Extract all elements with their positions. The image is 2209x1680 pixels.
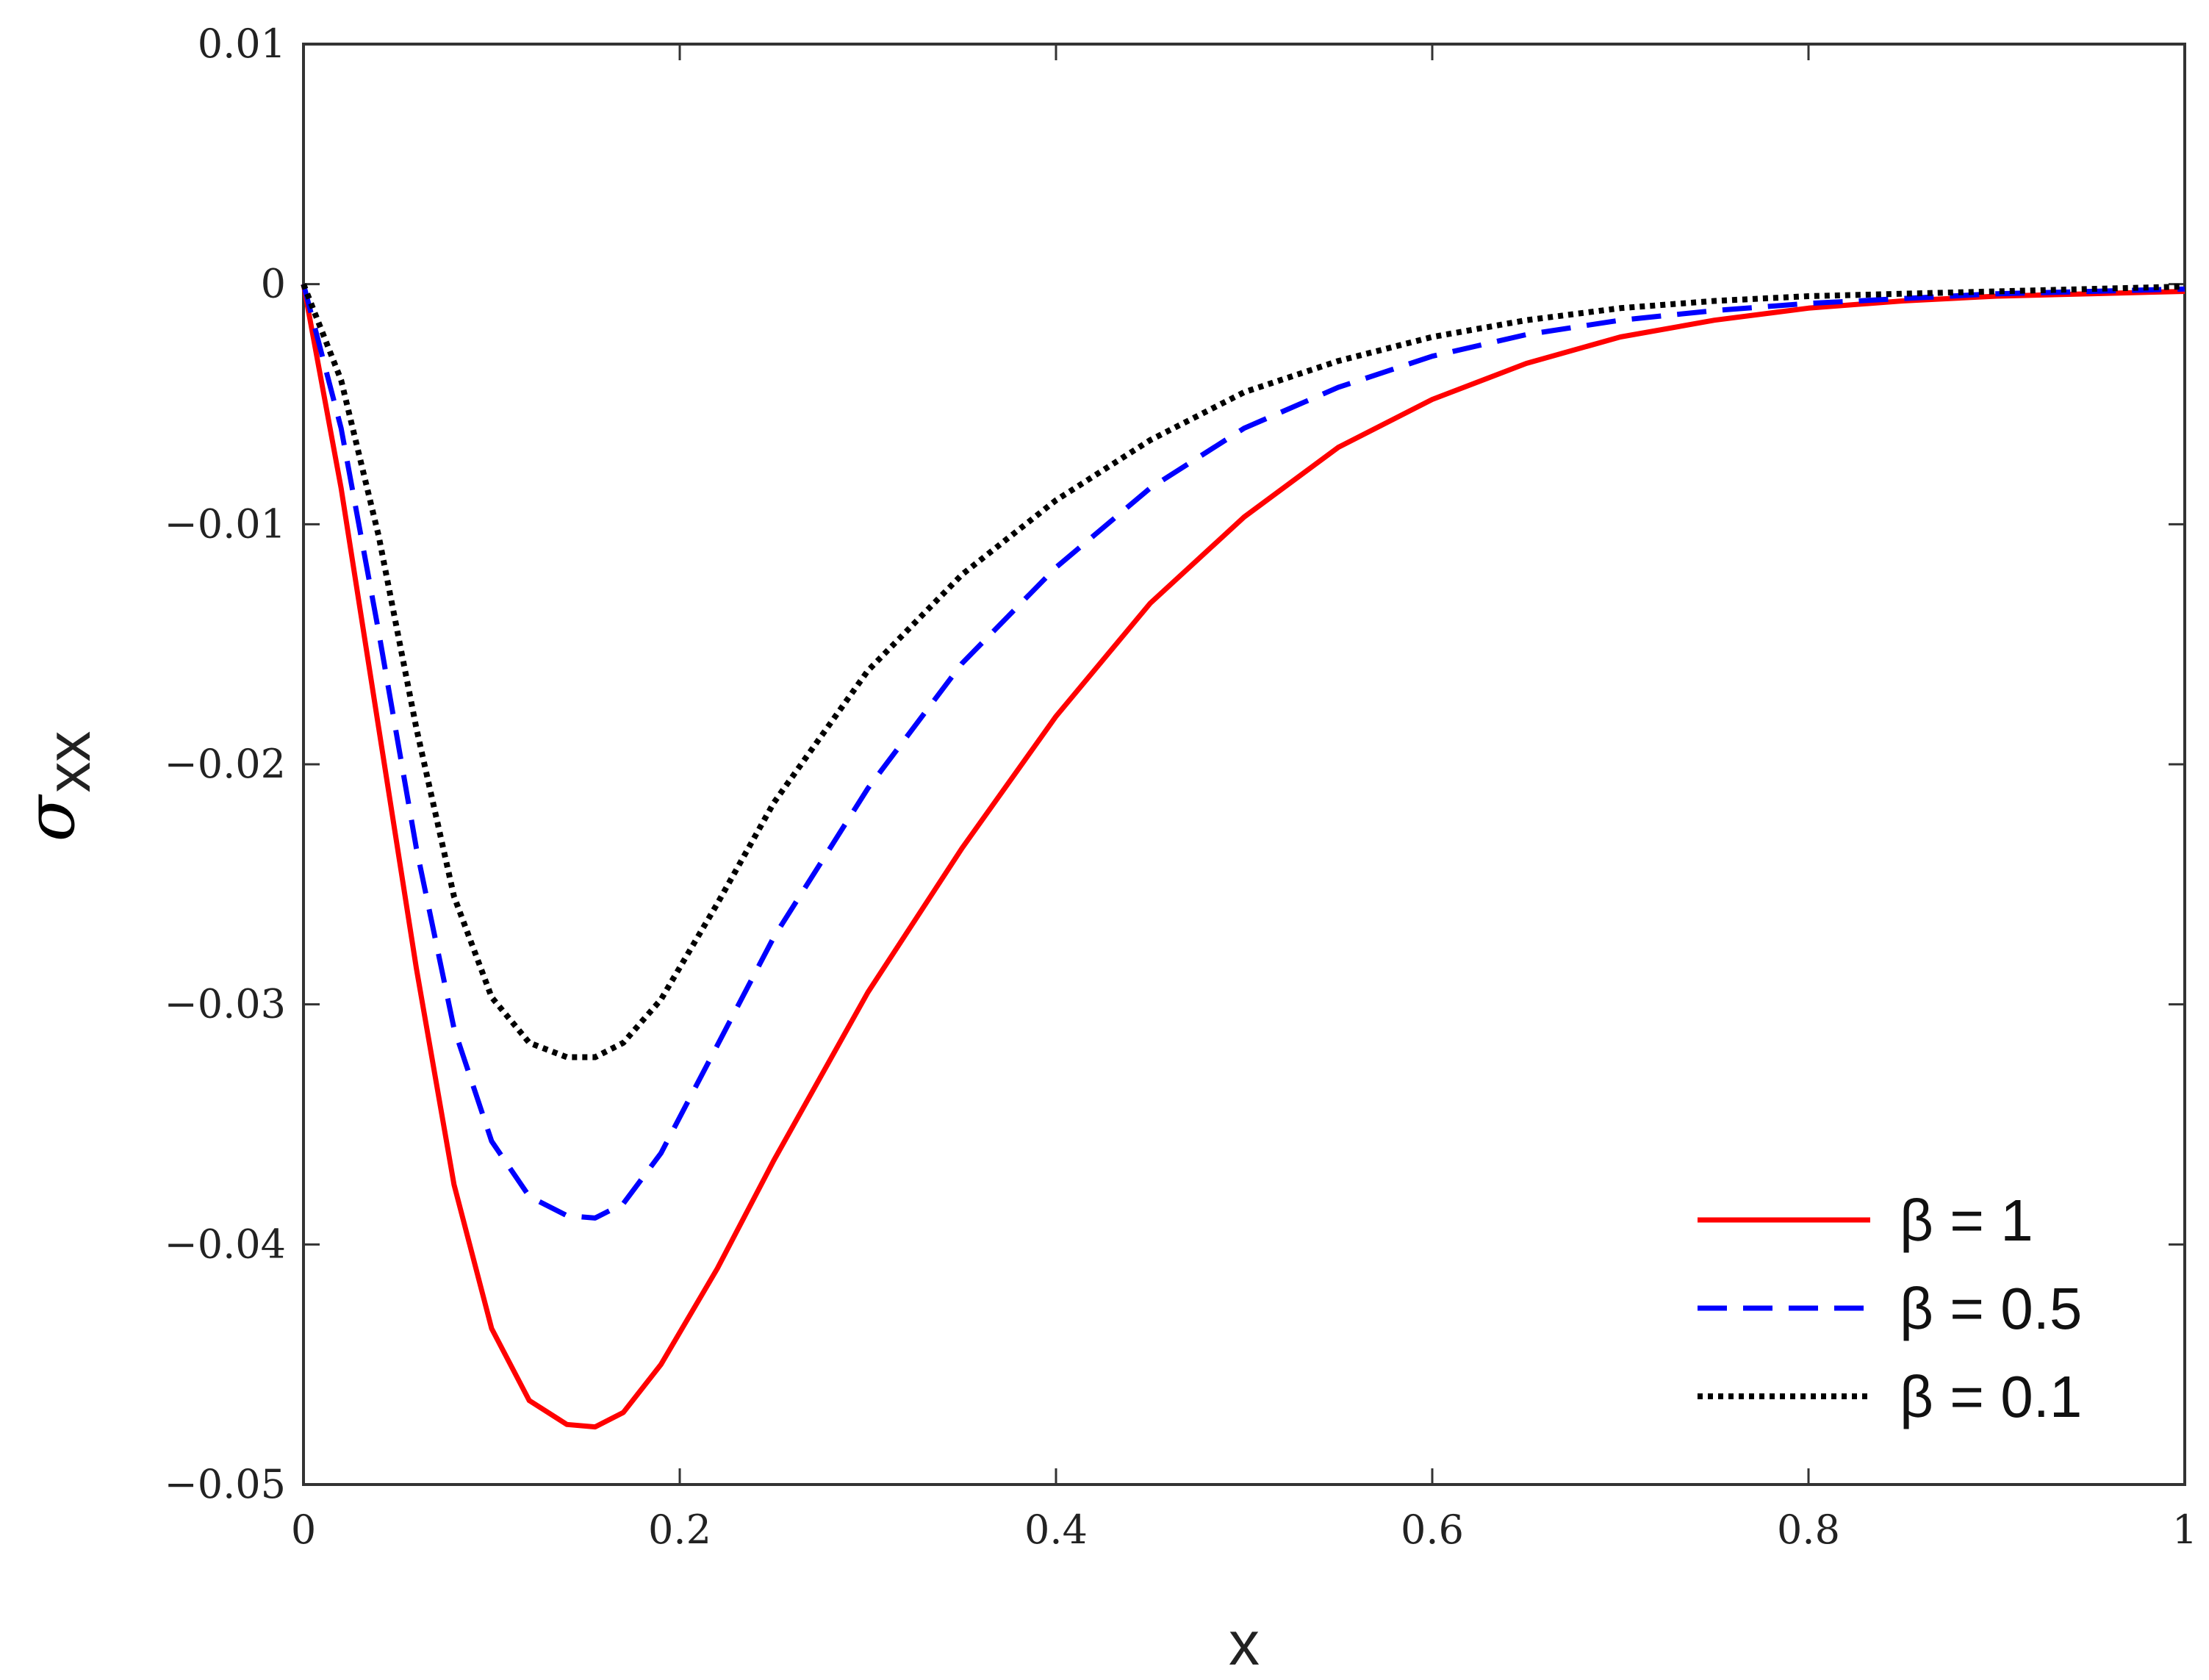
y-tick-label: −0.02 bbox=[165, 741, 286, 787]
x-tick-label: 0 bbox=[291, 1507, 316, 1553]
y-axis-ticks: 0.01 0 −0.01 −0.02 −0.03 −0.04 −0.05 bbox=[165, 21, 2185, 1507]
y-tick-label: −0.04 bbox=[165, 1221, 286, 1267]
series-lines bbox=[301, 283, 2185, 1430]
series-line bbox=[301, 284, 2185, 1430]
legend-label: β = 1 bbox=[1900, 1188, 2033, 1253]
y-tick-label: −0.03 bbox=[165, 981, 286, 1027]
y-tick-label: 0 bbox=[261, 261, 286, 307]
legend: β = 1 β = 0.5 β = 0.1 bbox=[1698, 1188, 2082, 1429]
y-axis-label-subscript: xx bbox=[34, 731, 103, 793]
legend-label: β = 0.5 bbox=[1900, 1276, 2082, 1341]
series-line bbox=[301, 283, 2185, 1060]
y-tick-label: −0.01 bbox=[165, 500, 286, 547]
x-tick-label: 0.2 bbox=[648, 1507, 711, 1553]
x-tick-label: 0.6 bbox=[1401, 1507, 1464, 1553]
y-axis-label-text: σ xx bbox=[11, 731, 103, 842]
x-tick-label: 0.8 bbox=[1777, 1507, 1840, 1553]
y-axis-label: σ xx bbox=[11, 731, 103, 842]
x-axis-label: x bbox=[1229, 1609, 1260, 1678]
x-tick-label: 0.4 bbox=[1024, 1507, 1088, 1553]
y-tick-label: −0.05 bbox=[165, 1461, 286, 1507]
x-axis-ticks: 0 0.2 0.4 0.6 0.8 1 bbox=[291, 44, 2197, 1553]
y-tick-label: 0.01 bbox=[198, 21, 286, 67]
x-tick-label: 1 bbox=[2172, 1507, 2197, 1553]
legend-label: β = 0.1 bbox=[1900, 1364, 2082, 1429]
series-line bbox=[301, 283, 2185, 1221]
y-axis-label-symbol: σ bbox=[11, 794, 90, 841]
